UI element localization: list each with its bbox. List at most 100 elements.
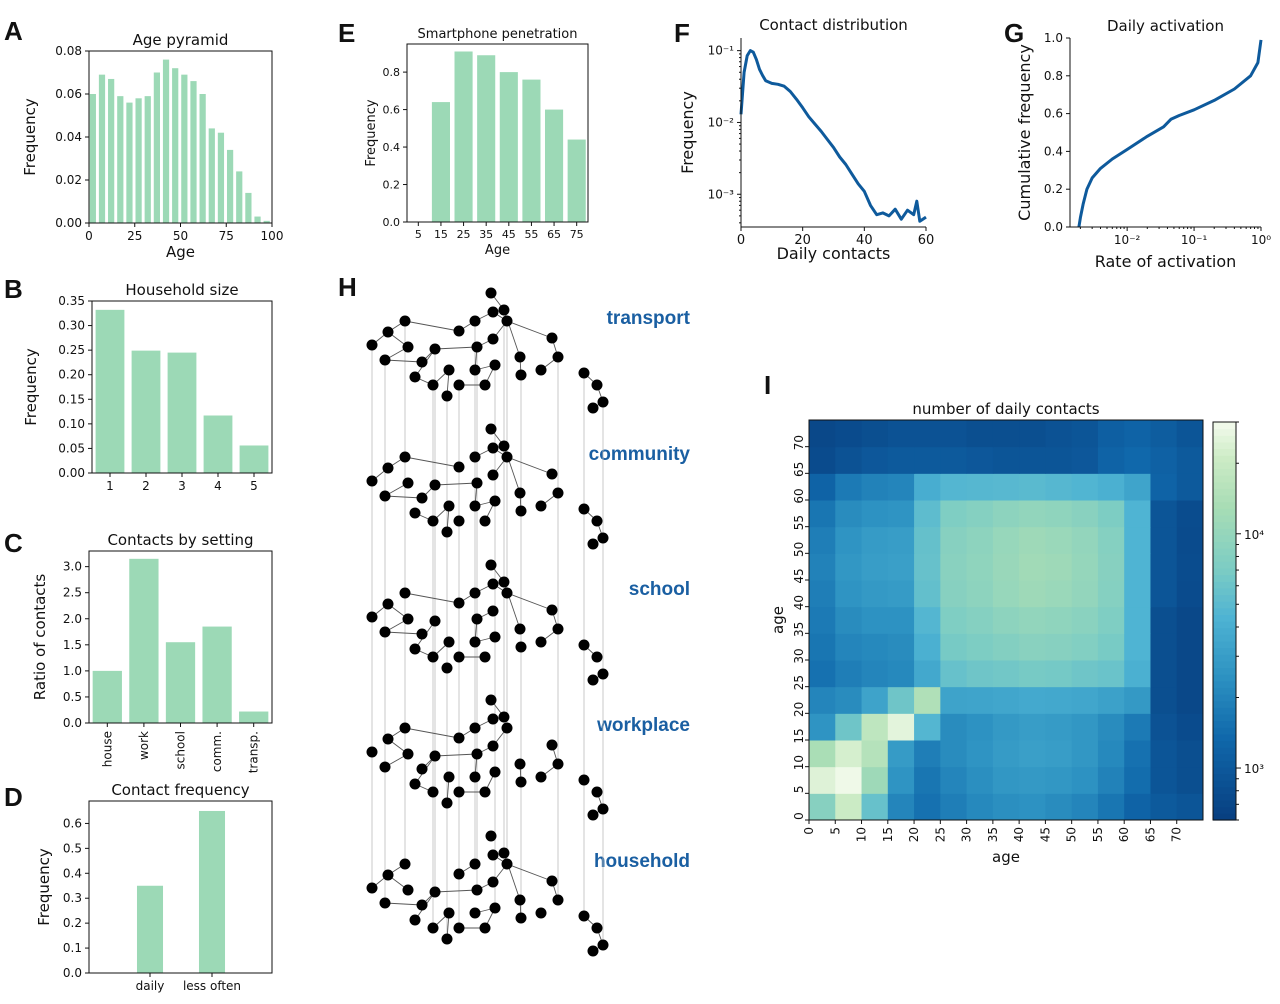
x-tick-label-c: transp. xyxy=(247,731,261,773)
y-tick-label-b: 0.10 xyxy=(58,417,85,431)
network-node xyxy=(471,341,483,353)
heatmap-cell xyxy=(1176,686,1204,714)
network-edge xyxy=(404,592,460,604)
network-node xyxy=(489,631,501,643)
network-node xyxy=(552,487,564,499)
heatmap-cell xyxy=(887,713,915,741)
heatmap-cell xyxy=(940,606,968,634)
y-tick-label-a: 0.06 xyxy=(55,87,82,101)
heatmap-cell xyxy=(966,606,994,634)
network-edge xyxy=(434,482,478,486)
network-edge xyxy=(384,359,423,363)
colorbar-segment xyxy=(1213,713,1236,722)
heatmap-cell xyxy=(966,500,994,528)
heatmap-cell xyxy=(1124,420,1151,448)
bar xyxy=(95,309,125,473)
colorbar-segment xyxy=(1213,601,1236,609)
heatmap-cell xyxy=(940,660,968,688)
colorbar-segment xyxy=(1213,541,1236,549)
heatmap-cell xyxy=(1019,686,1046,714)
network-edge xyxy=(506,320,553,339)
y-tick-label-c: 0.5 xyxy=(63,690,82,704)
heatmap-cell xyxy=(1097,660,1125,688)
network-node xyxy=(487,306,499,318)
x-tick-label-d: less often xyxy=(183,979,241,993)
network-node xyxy=(399,315,411,327)
colorbar-segment xyxy=(1213,707,1236,715)
network-node xyxy=(366,882,378,894)
bar xyxy=(431,102,450,222)
heatmap-cell xyxy=(992,526,1020,554)
colorbar-segment xyxy=(1213,753,1236,761)
y-tick-label-d: 0.0 xyxy=(63,966,82,980)
network-node xyxy=(469,315,481,327)
heatmap-cell xyxy=(992,766,1020,794)
y-tick-label-e: 0.4 xyxy=(383,141,401,154)
heatmap-cell xyxy=(914,526,941,554)
y-tick-label-i: 65 xyxy=(792,462,806,477)
network-node xyxy=(485,559,497,571)
network-edge xyxy=(384,495,423,499)
y-tick-label-c: 3.0 xyxy=(63,560,82,574)
heatmap-cell xyxy=(940,526,968,554)
heatmap-cell xyxy=(861,446,889,474)
y-tick-label-f: 10⁻¹ xyxy=(708,44,735,58)
y-tick-label-g: 0.6 xyxy=(1044,107,1063,121)
y-tick-label-i: 40 xyxy=(792,595,806,610)
chart-age-pyramid: 0 25 50 75 100 0.00 0.02 0.04 0.06 0.08 Age pyrami… xyxy=(21,31,283,261)
heatmap-cell xyxy=(861,793,889,821)
chart-contact-frequency: daily less often 0.0 0.1 0.2 0.3 0.4 0.5 0.6 Cont… xyxy=(35,781,273,993)
network-node xyxy=(429,886,441,898)
network-node xyxy=(489,902,501,914)
heatmap-cell xyxy=(835,473,863,501)
panel-label-i: I xyxy=(764,370,771,400)
network-node xyxy=(514,351,526,363)
network-node xyxy=(382,733,394,745)
panel-label-f: F xyxy=(674,18,690,48)
y-tick-label-a: 0.00 xyxy=(55,216,82,230)
network-node xyxy=(498,304,510,316)
x-tick-label-a: 0 xyxy=(85,229,93,243)
heatmap-cell xyxy=(1150,660,1178,688)
network-node xyxy=(441,662,453,674)
network-node xyxy=(587,402,599,414)
network-node xyxy=(546,468,558,480)
network-node xyxy=(409,914,421,926)
network-node xyxy=(469,636,481,648)
chart-contacts-by-setting: house work school comm. transp. 0.0 0.5 1.0 1.5 2… xyxy=(31,531,273,773)
heatmap-cell xyxy=(835,686,863,714)
network-node xyxy=(469,364,481,376)
colorbar-segment xyxy=(1213,634,1236,642)
panel-label-h: H xyxy=(338,272,357,302)
network-node xyxy=(441,526,453,538)
colorbar-segment xyxy=(1213,554,1236,562)
heatmap-cell xyxy=(1019,473,1046,501)
heatmap-cell xyxy=(992,606,1020,634)
plot-frame-a xyxy=(88,50,273,224)
chart-title-a: Age pyramid xyxy=(133,31,229,49)
network-node xyxy=(427,786,439,798)
heatmap-cell xyxy=(1124,793,1151,821)
heatmap-cell xyxy=(1045,580,1073,608)
bar xyxy=(254,216,261,223)
y-tick-label-d: 0.6 xyxy=(63,816,82,830)
network-node xyxy=(399,587,411,599)
heatmap-cell xyxy=(887,793,915,821)
series-line xyxy=(1077,39,1263,228)
heatmap-cell xyxy=(1176,473,1204,501)
heatmap-cell xyxy=(992,713,1020,741)
heatmap-cell xyxy=(1019,633,1046,661)
y-tick-label-e: 0.2 xyxy=(383,179,401,192)
heatmap-cell xyxy=(835,633,863,661)
heatmap-cell xyxy=(835,553,863,581)
network-node xyxy=(479,515,491,527)
heatmap-cell xyxy=(809,793,836,821)
network-node xyxy=(453,379,465,391)
heatmap-cell xyxy=(1097,473,1125,501)
heatmap-cell xyxy=(992,740,1020,768)
heatmap-cell xyxy=(835,740,863,768)
heatmap-cell xyxy=(1124,526,1151,554)
network-node xyxy=(514,487,526,499)
colorbar-segment xyxy=(1213,481,1236,489)
heatmap-cell xyxy=(835,446,863,474)
